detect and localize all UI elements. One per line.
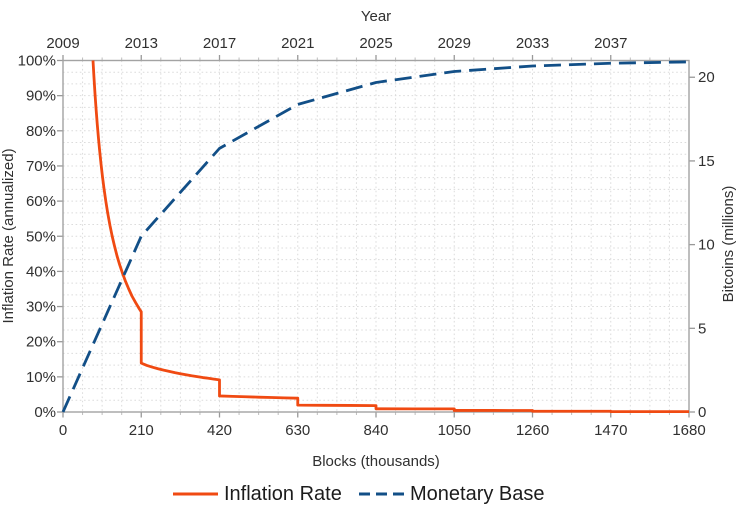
axis-ticks — [57, 55, 695, 418]
left-axis-tick-label: 80% — [26, 123, 56, 140]
x-axis-tick-label: 840 — [363, 422, 388, 439]
year-axis-tick-label: 2013 — [125, 35, 158, 52]
right-axis-tick-label: 20 — [698, 69, 715, 86]
year-axis-tick-label: 2029 — [438, 35, 471, 52]
x-axis-tick-label: 1260 — [516, 422, 549, 439]
x-axis-tick-label: 420 — [207, 422, 232, 439]
left-axis-tick-label: 0% — [34, 404, 56, 421]
year-axis-tick-label: 2009 — [46, 35, 79, 52]
year-axis-tick-label: 2017 — [203, 35, 236, 52]
inflation-rate-line — [91, 60, 689, 414]
x-axis-tick-label: 210 — [129, 422, 154, 439]
x-axis-tick-label: 1680 — [672, 422, 705, 439]
x-axis-tick-label: 1470 — [594, 422, 627, 439]
right-axis-tick-label: 5 — [698, 320, 706, 337]
left-axis-tick-label: 30% — [26, 299, 56, 316]
x-axis-tick-label: 1050 — [438, 422, 471, 439]
legend-inflation-label: Inflation Rate — [224, 483, 342, 505]
year-axis-tick-label: 2037 — [594, 35, 627, 52]
left-axis-tick-label: 60% — [26, 193, 56, 210]
right-axis-tick-label: 0 — [698, 404, 706, 421]
left-axis-tick-label: 90% — [26, 88, 56, 105]
left-axis-tick-label: 70% — [26, 158, 56, 175]
left-axis-tick-label: 50% — [26, 228, 56, 245]
right-axis-tick-label: 10 — [698, 237, 715, 254]
x-axis-tick-label: 630 — [285, 422, 310, 439]
monetary-base-line — [61, 60, 690, 413]
chart-frame — [62, 59, 690, 413]
x-axis-tick-label: 0 — [59, 422, 67, 439]
right-axis-title: Bitcoins (millions) — [720, 186, 737, 303]
left-axis-title: Inflation Rate (annualized) — [0, 148, 17, 323]
x-axis-title: Blocks (thousands) — [312, 453, 440, 470]
year-axis-title: Year — [361, 8, 391, 25]
year-axis-tick-label: 2025 — [359, 35, 392, 52]
grid — [63, 60, 689, 412]
year-axis-tick-label: 2033 — [516, 35, 549, 52]
year-axis-tick-label: 2021 — [281, 35, 314, 52]
left-axis-tick-label: 100% — [18, 53, 56, 70]
legend-monetary-label: Monetary Base — [410, 483, 545, 505]
left-axis-tick-label: 10% — [26, 369, 56, 386]
right-axis-tick-label: 15 — [698, 153, 715, 170]
series-lines — [61, 60, 690, 414]
left-axis-tick-label: 40% — [26, 263, 56, 280]
legend: Inflation Rate Monetary Base — [173, 483, 545, 505]
left-axis-tick-label: 20% — [26, 334, 56, 351]
